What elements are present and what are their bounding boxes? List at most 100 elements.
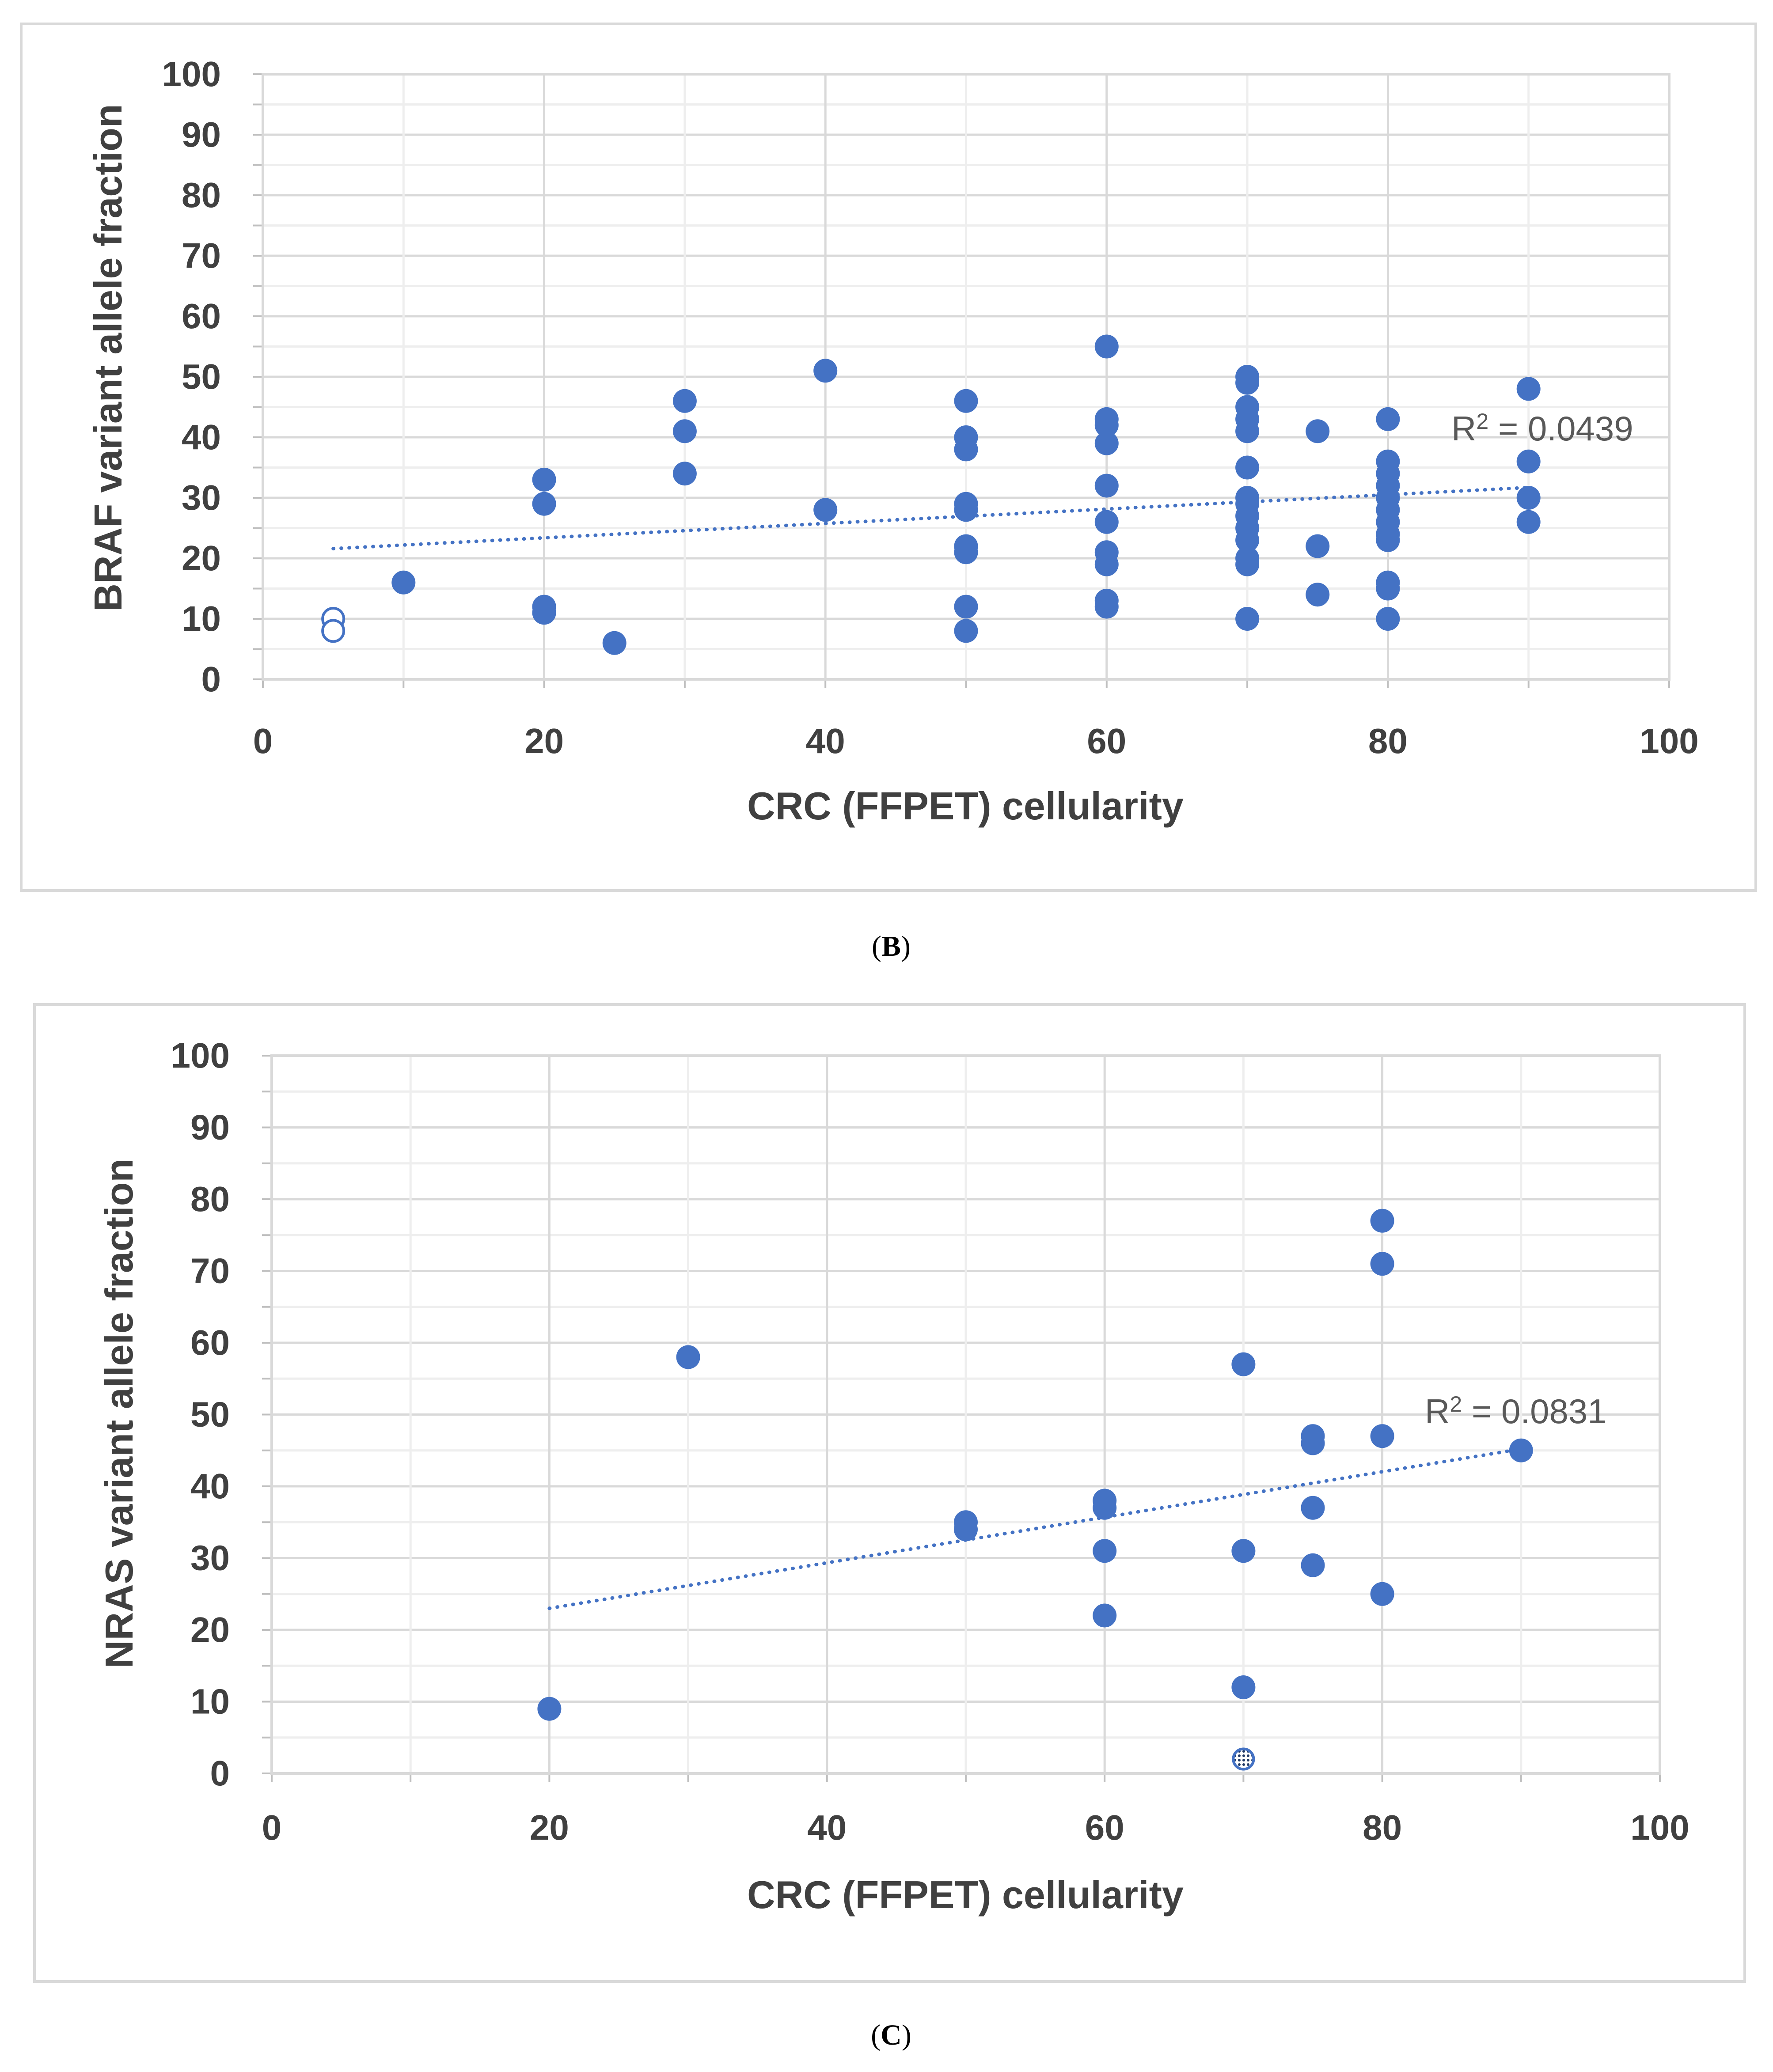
y-tick-label: 90 [182,115,221,154]
x-tick-label: 60 [1085,1808,1124,1847]
hollow-data-point [321,619,345,643]
y-tick-label: 100 [162,54,221,94]
x-tick-label: 100 [1640,721,1698,761]
data-point [1370,1252,1394,1276]
data-point [1093,1603,1117,1628]
data-point [1376,576,1400,601]
data-point [1235,552,1260,576]
hatched-data-point [1232,1747,1255,1771]
data-point [1235,455,1260,480]
x-axis-title-c: CRC (FFPET) cellularity [747,1873,1184,1917]
data-point [954,389,978,413]
data-point [672,389,697,413]
trendline-path [547,1447,1523,1610]
data-point [532,492,556,516]
x-tick-label: 20 [524,721,564,761]
plot-area-border [262,73,1670,681]
data-point [813,359,838,383]
data-point [1370,1582,1394,1606]
chart-frame-c [33,1003,1746,1983]
data-point [1301,1431,1325,1455]
data-point [1094,334,1119,359]
x-tick-labels-c: 0 20 40 60 80 100 [262,1808,1689,1847]
data-point [1094,413,1119,437]
trendline-b [331,485,1530,551]
data-point [672,419,697,443]
data-point [1094,510,1119,534]
data-point [1516,510,1541,534]
data-point [532,601,556,625]
data-points-b [321,334,1541,655]
y-tick-label: 0 [210,1754,230,1793]
data-point [1235,607,1260,631]
data-point [1094,431,1119,455]
plot-area-border [270,1054,1661,1775]
data-point [532,467,556,492]
data-point [676,1345,700,1369]
x-axis-title-b: CRC (FFPET) cellularity [747,784,1184,828]
data-point [1231,1675,1256,1699]
y-tick-label: 50 [190,1395,230,1434]
data-point [1093,1496,1117,1520]
data-point [1509,1438,1533,1462]
data-point [602,631,626,655]
data-point [1516,449,1541,473]
data-point [1306,534,1330,558]
data-point [813,498,838,522]
x-tick-label: 80 [1368,721,1408,761]
x-tick-labels-b: 0 20 40 60 80 100 [253,721,1699,761]
gridlines-c [262,1054,1661,1782]
y-tick-label: 80 [190,1179,230,1219]
y-tick-label: 100 [171,1036,230,1075]
data-point [1231,1539,1256,1563]
y-tick-label: 40 [190,1466,230,1506]
data-point [1231,1352,1256,1376]
data-point [1306,419,1330,443]
data-point [1235,371,1260,395]
data-point [1516,486,1541,510]
data-point [391,570,416,595]
y-tick-label: 70 [190,1251,230,1291]
data-point [1094,552,1119,576]
y-tick-label: 10 [190,1682,230,1721]
data-point [1093,1539,1117,1563]
chart-panel-b: 0 10 20 30 40 50 60 70 80 90 100 0 20 40 60 80 100 R2 =… [20,23,1757,892]
data-point [1301,1553,1325,1577]
data-point [672,462,697,486]
r-squared-label-b: R2 = 0.0439 [1451,409,1633,448]
y-tick-label: 30 [182,478,221,517]
x-tick-label: 0 [253,721,273,761]
x-tick-label: 80 [1363,1808,1402,1847]
data-point [537,1697,562,1721]
y-tick-label: 70 [182,236,221,275]
y-tick-label: 90 [190,1108,230,1147]
data-point [1235,528,1260,552]
y-tick-labels-c: 0 10 20 30 40 50 60 70 80 90 100 [171,1036,230,1793]
x-tick-label: 40 [806,721,845,761]
data-point [1306,583,1330,607]
y-tick-label: 20 [182,538,221,578]
trendline-c [547,1447,1523,1610]
data-point [1516,377,1541,401]
data-point [1376,528,1400,552]
x-tick-label: 0 [262,1808,282,1847]
r-squared-label-c: R2 = 0.0831 [1425,1392,1607,1431]
chart-frame-b [20,23,1757,892]
y-tick-label: 20 [190,1610,230,1649]
x-tick-label: 60 [1087,721,1126,761]
y-tick-label: 80 [182,175,221,215]
trendline-path [331,485,1530,551]
data-point [1094,473,1119,498]
y-axis-title-b: BRAF variant allele fraction [86,104,130,611]
x-tick-label: 20 [530,1808,569,1847]
data-point [1235,419,1260,443]
data-point [1094,595,1119,619]
y-tick-label: 50 [182,357,221,396]
data-point [954,540,978,564]
y-tick-label: 60 [190,1323,230,1362]
panel-caption-b: (B) [872,930,911,962]
y-tick-labels-b: 0 10 20 30 40 50 60 70 80 90 100 [162,54,221,699]
panel-caption-c: (C) [871,2019,911,2051]
chart-panel-c: 0 10 20 30 40 50 60 70 80 90 100 0 20 40 60 80 100 R2 =… [33,1003,1746,1983]
data-point [954,595,978,619]
